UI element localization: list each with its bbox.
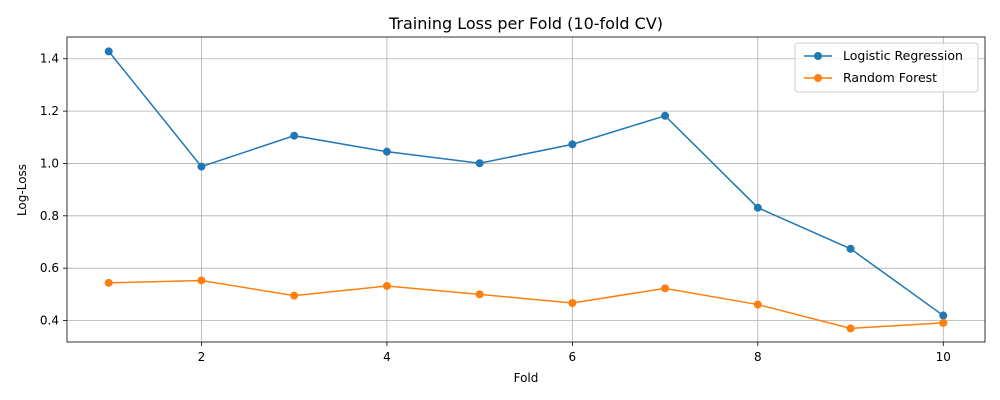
data-point-random-forest: [753, 300, 762, 309]
x-tick-label: 10: [936, 350, 951, 364]
grid: [67, 37, 985, 342]
series-line-random-forest: [108, 279, 944, 330]
y-tick-label: 0.8: [40, 209, 59, 223]
data-point-logistic-regression: [290, 131, 299, 140]
series-logistic-regression: [104, 47, 948, 320]
data-point-logistic-regression: [753, 203, 762, 212]
data-point-logistic-regression: [382, 147, 391, 156]
y-tick-label: 1.0: [40, 156, 59, 170]
legend-label-random-forest: Random Forest: [843, 70, 937, 85]
series-layer: [104, 47, 948, 333]
data-point-logistic-regression: [568, 140, 577, 149]
x-tick-label: 2: [198, 350, 206, 364]
data-point-random-forest: [846, 324, 855, 333]
data-point-logistic-regression: [939, 311, 948, 320]
data-point-logistic-regression: [661, 111, 670, 120]
data-point-logistic-regression: [475, 159, 484, 168]
x-tick-label: 6: [569, 350, 577, 364]
legend-marker-logistic-regression: [814, 52, 822, 60]
chart-title: Training Loss per Fold (10-fold CV): [388, 14, 663, 33]
legend-frame: [794, 42, 979, 93]
data-point-logistic-regression: [846, 244, 855, 253]
y-tick-label: 0.6: [40, 261, 59, 275]
data-point-random-forest: [382, 281, 391, 290]
y-tick-label: 1.4: [40, 52, 59, 66]
legend: Logistic Regression Random Forest: [794, 42, 979, 93]
legend-item-logistic-regression: Logistic Regression: [804, 48, 963, 63]
x-axis-ticks: 2 4 6 8 10: [198, 342, 951, 364]
legend-label-logistic-regression: Logistic Regression: [843, 48, 963, 63]
data-point-random-forest: [939, 318, 948, 327]
data-point-random-forest: [290, 291, 299, 300]
x-tick-label: 8: [754, 350, 762, 364]
legend-marker-random-forest: [814, 74, 822, 82]
y-axis-ticks: 0.4 0.6 0.8 1.0 1.2 1.4: [40, 52, 67, 328]
data-point-logistic-regression: [197, 162, 206, 171]
legend-item-random-forest: Random Forest: [804, 70, 937, 85]
series-random-forest: [104, 276, 948, 333]
series-line-logistic-regression: [108, 50, 944, 317]
data-point-random-forest: [197, 276, 206, 285]
y-tick-label: 0.4: [40, 314, 59, 328]
data-point-logistic-regression: [104, 47, 113, 56]
data-point-random-forest: [661, 284, 670, 293]
y-axis-label: Log-Loss: [15, 164, 29, 216]
data-point-random-forest: [475, 290, 484, 299]
data-point-random-forest: [104, 278, 113, 287]
y-tick-label: 1.2: [40, 104, 59, 118]
plot-frame: [66, 36, 986, 343]
x-axis-label: Fold: [514, 371, 539, 385]
data-point-random-forest: [568, 298, 577, 307]
x-tick-label: 4: [383, 350, 391, 364]
